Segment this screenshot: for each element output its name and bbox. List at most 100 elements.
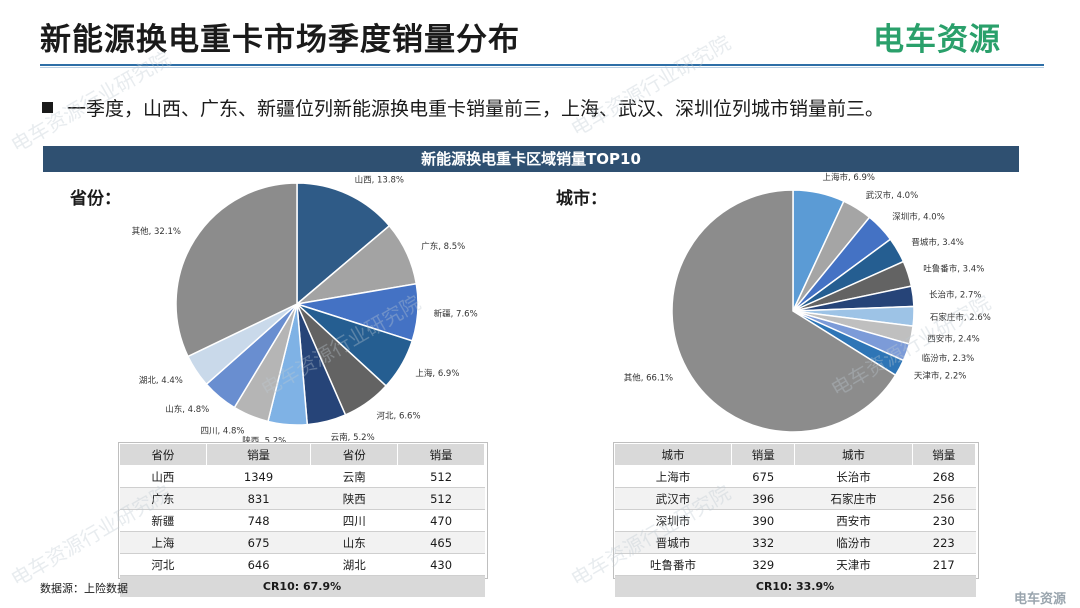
table-cell: 晋城市 bbox=[614, 531, 732, 554]
table-cell: 陕西 bbox=[310, 487, 398, 510]
table-cell: 山东 bbox=[310, 531, 398, 554]
table-row: 武汉市 396 石家庄市 256 bbox=[614, 487, 976, 510]
column-header: 销量 bbox=[205, 443, 312, 466]
table-cell: 天津市 bbox=[794, 553, 913, 576]
province-pie-label-8: 山东, 4.8% bbox=[165, 404, 209, 415]
table-cell: 1349 bbox=[206, 465, 311, 488]
city-pie-label-4: 吐鲁番市, 3.4% bbox=[923, 264, 984, 275]
summary-text: 一季度，山西、广东、新疆位列新能源换电重卡销量前三，上海、武汉、深圳位列城市销量… bbox=[67, 98, 885, 120]
table-cell: 临汾市 bbox=[794, 531, 913, 554]
province-pie-label-3: 上海, 6.9% bbox=[415, 368, 459, 379]
brand-logo: 电车资源 bbox=[873, 22, 1001, 58]
corner-logo: 电车资源 bbox=[1014, 592, 1067, 607]
table-cell: 748 bbox=[206, 509, 311, 532]
city-pie-label-9: 天津市, 2.2% bbox=[914, 370, 967, 381]
province-pie-label-5: 云南, 5.2% bbox=[331, 432, 375, 443]
table-cell: 新疆 bbox=[119, 509, 207, 532]
province-pie-slice-0 bbox=[296, 182, 391, 306]
table-row: 新疆 748 四川 470 bbox=[119, 509, 485, 532]
data-source: 数据源：上险数据 bbox=[40, 582, 128, 595]
province-pie-label-9: 湖北, 4.4% bbox=[139, 376, 183, 386]
column-header: 销量 bbox=[397, 443, 485, 466]
table-cell: 512 bbox=[397, 487, 485, 510]
table-cell: 云南 bbox=[310, 465, 398, 488]
city-pie-label-0: 上海市, 6.9% bbox=[822, 172, 875, 183]
province-pie-label-10: 其他, 32.1% bbox=[132, 226, 181, 237]
cr10-row: CR10: 33.9% bbox=[614, 575, 976, 597]
city-pie-label-8: 临汾市, 2.3% bbox=[922, 353, 975, 364]
table-cell: 长治市 bbox=[794, 465, 913, 488]
table-row: 晋城市 332 临汾市 223 bbox=[614, 531, 976, 554]
table-row: 上海市 675 长治市 268 bbox=[614, 465, 976, 488]
table-cell: 329 bbox=[731, 553, 795, 576]
column-header: 省份 bbox=[119, 443, 207, 466]
province-pie-label-2: 新疆, 7.6% bbox=[434, 309, 478, 320]
table-cell: 268 bbox=[912, 465, 976, 488]
city-pie-label-5: 长治市, 2.7% bbox=[929, 289, 982, 300]
table-cell: 256 bbox=[912, 487, 976, 510]
table-header-row: 城市 销量 城市 销量 bbox=[613, 443, 977, 466]
table-cell: 512 bbox=[397, 465, 485, 488]
city-pie-label-1: 武汉市, 4.0% bbox=[866, 190, 919, 201]
table-row: 上海 675 山东 465 bbox=[119, 531, 485, 554]
city-pie-label-7: 西安市, 2.4% bbox=[927, 333, 980, 344]
table-cell: 上海市 bbox=[614, 465, 732, 488]
table-header-row: 省份 销量 省份 销量 bbox=[119, 443, 485, 466]
city-pie-label-6: 石家庄市, 2.6% bbox=[930, 312, 991, 323]
table-cell: 675 bbox=[206, 531, 311, 554]
table-row: 广东 831 陕西 512 bbox=[119, 487, 485, 510]
column-header: 销量 bbox=[731, 443, 796, 466]
province-pie-label-0: 山西, 13.8% bbox=[355, 175, 404, 186]
table-row: 吐鲁番市 329 天津市 217 bbox=[614, 553, 976, 576]
table-row: 山西 1349 云南 512 bbox=[119, 465, 485, 488]
table-cell: 上海 bbox=[119, 531, 207, 554]
column-header: 省份 bbox=[310, 443, 399, 466]
table-cell: 深圳市 bbox=[614, 509, 732, 532]
column-header: 销量 bbox=[911, 443, 977, 466]
table-cell: 武汉市 bbox=[614, 487, 732, 510]
table-cell: 396 bbox=[731, 487, 795, 510]
title-divider bbox=[40, 64, 1044, 66]
table-cell: 广东 bbox=[119, 487, 207, 510]
city-pie-label-10: 其他, 66.1% bbox=[624, 372, 673, 383]
page-title: 新能源换电重卡市场季度销量分布 bbox=[40, 22, 520, 58]
table-cell: 四川 bbox=[310, 509, 398, 532]
table-cell: 831 bbox=[206, 487, 311, 510]
table-cell: 217 bbox=[912, 553, 976, 576]
title-divider-secondary bbox=[40, 67, 1044, 68]
table-cell: 西安市 bbox=[794, 509, 913, 532]
table-cell: 河北 bbox=[119, 553, 207, 576]
table-cell: 470 bbox=[397, 509, 485, 532]
city-pie-label-2: 深圳市, 4.0% bbox=[892, 212, 945, 223]
table-cell: 石家庄市 bbox=[794, 487, 913, 510]
province-pie-label-4: 河北, 6.6% bbox=[377, 411, 421, 422]
column-header: 城市 bbox=[794, 443, 913, 466]
table-cell: 吐鲁番市 bbox=[614, 553, 732, 576]
summary-bullet: 一季度，山西、广东、新疆位列新能源换电重卡销量前三，上海、武汉、深圳位列城市销量… bbox=[42, 94, 884, 121]
bullet-square-icon bbox=[42, 102, 53, 113]
table-cell: 223 bbox=[912, 531, 976, 554]
table-cell: 390 bbox=[731, 509, 795, 532]
province-pie-label-7: 四川, 4.8% bbox=[201, 427, 245, 437]
city-table: 城市 销量 城市 销量 上海市 675 长治市 268 武汉市 396 石家庄市… bbox=[613, 443, 977, 597]
city-label: 城市： bbox=[556, 189, 607, 209]
province-table: 省份 销量 省份 销量 山西 1349 云南 512 广东 831 陕西 512… bbox=[119, 443, 485, 597]
table-row: 河北 646 湖北 430 bbox=[119, 553, 485, 576]
province-pie-slice-10 bbox=[175, 182, 298, 358]
table-cell: 675 bbox=[731, 465, 795, 488]
section-banner: 新能源换电重卡区域销量TOP10 bbox=[43, 146, 1019, 172]
table-cell: 332 bbox=[731, 531, 795, 554]
table-cell: 646 bbox=[206, 553, 311, 576]
table-cell: 465 bbox=[397, 531, 485, 554]
table-cell: 230 bbox=[912, 509, 976, 532]
province-pie-label-1: 广东, 8.5% bbox=[421, 241, 465, 252]
table-cell: 山西 bbox=[119, 465, 207, 488]
city-pie-slice-10 bbox=[671, 189, 897, 433]
table-cell: 湖北 bbox=[310, 553, 398, 576]
province-pie-label-6: 陕西, 5.2% bbox=[242, 436, 286, 447]
table-cell: 430 bbox=[397, 553, 485, 576]
province-label: 省份： bbox=[70, 189, 121, 209]
cr10-row: CR10: 67.9% bbox=[119, 575, 485, 597]
table-row: 深圳市 390 西安市 230 bbox=[614, 509, 976, 532]
